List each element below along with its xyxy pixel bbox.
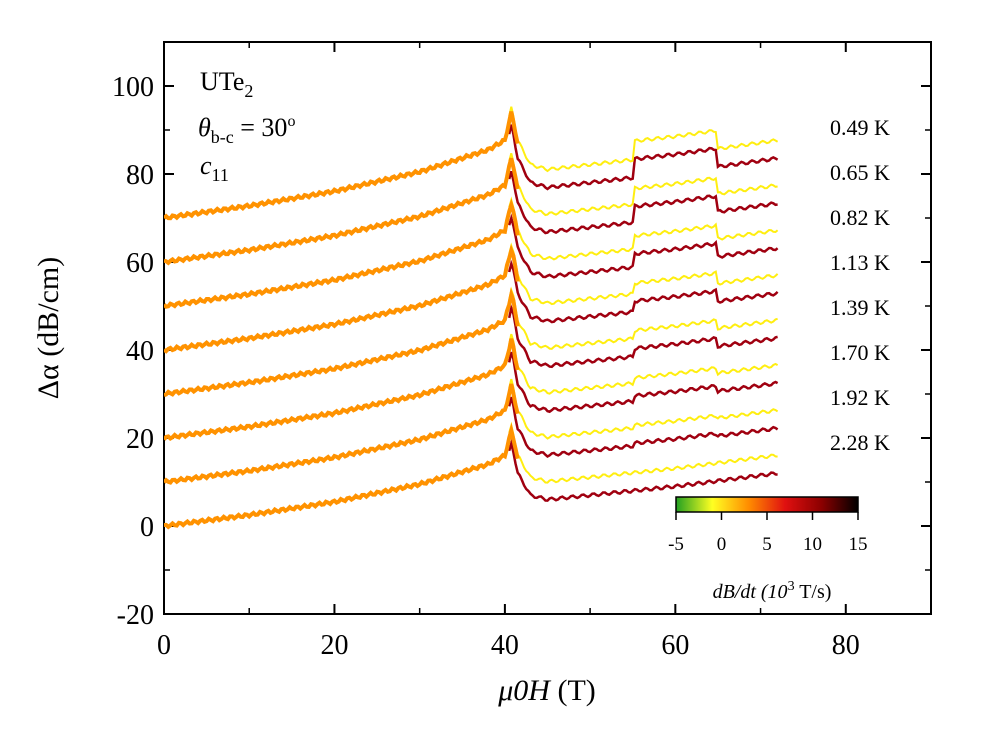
series-label: 0.82 K bbox=[830, 205, 890, 230]
x-tick-label: 0 bbox=[157, 630, 171, 661]
curve-sweep-down bbox=[507, 438, 778, 502]
curve-sweep-down bbox=[507, 351, 779, 414]
x-tick-label: 60 bbox=[661, 630, 689, 661]
annotation-mode: c11 bbox=[200, 151, 229, 185]
plot-frame bbox=[163, 41, 932, 615]
curve-sweep-down-highlight bbox=[508, 333, 779, 395]
colorbar-ticks: -5 0 5 10 15 bbox=[668, 512, 868, 555]
colorbar: -5 0 5 10 15 dB/dt (103 T/s) bbox=[668, 496, 868, 603]
y-tick-label: 0 bbox=[140, 512, 154, 543]
colorbar-tick-label: -5 bbox=[668, 534, 684, 555]
curve-sweep-down bbox=[507, 170, 778, 235]
curve-sweep-down-highlight bbox=[508, 196, 779, 261]
colorbar-tick-label: 15 bbox=[849, 534, 868, 555]
curve-sweep-down bbox=[508, 213, 779, 279]
colorbar-tick-label: 5 bbox=[762, 534, 772, 555]
curve-sweep-down-highlight bbox=[508, 378, 779, 440]
x-tick-label: 20 bbox=[320, 630, 348, 661]
curve-sweep-up bbox=[164, 157, 520, 266]
y-tick-label: 80 bbox=[126, 160, 154, 191]
y-tick-label: 20 bbox=[126, 424, 154, 455]
series-label: 1.70 K bbox=[830, 340, 890, 365]
y-tick-label: -20 bbox=[117, 600, 154, 631]
y-tick-label: 60 bbox=[126, 248, 154, 279]
series-label: 2.28 K bbox=[830, 430, 890, 455]
x-tick-label: 40 bbox=[491, 630, 519, 661]
curve-sweep-down bbox=[507, 124, 779, 191]
curve-sweep-up bbox=[164, 244, 520, 354]
annotation-angle: θb-c = 30o bbox=[198, 113, 295, 147]
curve-sweep-down bbox=[507, 259, 779, 324]
curve-sweep-up bbox=[164, 338, 520, 441]
curve-sweep-up bbox=[164, 383, 520, 485]
y-tick-label: 40 bbox=[126, 336, 154, 367]
curve-sweep-down-highlight bbox=[508, 153, 778, 217]
annotation-sample: UTe2 bbox=[200, 67, 253, 101]
y-axis-label: Δα (dB/cm) bbox=[32, 257, 65, 400]
curve-sweep-up bbox=[164, 287, 520, 398]
series-label: 1.92 K bbox=[830, 385, 890, 410]
series-label: 0.65 K bbox=[830, 160, 890, 185]
series-label: 1.39 K bbox=[830, 295, 890, 320]
curve-sweep-down-highlight bbox=[508, 106, 779, 173]
curve-sweep-down bbox=[507, 303, 778, 369]
colorbar-gradient bbox=[675, 496, 859, 513]
curve-sweep-down-highlight bbox=[508, 286, 778, 350]
curve-sweep-up bbox=[164, 111, 520, 221]
curve-sweep-down-highlight bbox=[508, 421, 778, 484]
data-curves bbox=[164, 106, 779, 530]
curve-sweep-down bbox=[507, 396, 779, 459]
curve-sweep-up bbox=[164, 198, 520, 309]
colorbar-tick-label: 0 bbox=[717, 534, 727, 555]
series-label: 1.13 K bbox=[830, 250, 890, 275]
x-tick-label: 80 bbox=[832, 630, 860, 661]
colorbar-label: dB/dt (103 T/s) bbox=[713, 579, 832, 603]
curve-sweep-down-highlight bbox=[508, 242, 779, 306]
x-axis-label: μ0H (T) bbox=[497, 674, 596, 707]
y-tick-label: 100 bbox=[112, 72, 154, 103]
series-labels: 0.49 K 0.65 K 0.82 K 1.13 K 1.39 K 1.70 K 1.92… bbox=[830, 115, 890, 455]
colorbar-tick-label: 10 bbox=[803, 534, 822, 555]
series-label: 0.49 K bbox=[830, 115, 890, 140]
curve-sweep-up bbox=[164, 422, 520, 530]
